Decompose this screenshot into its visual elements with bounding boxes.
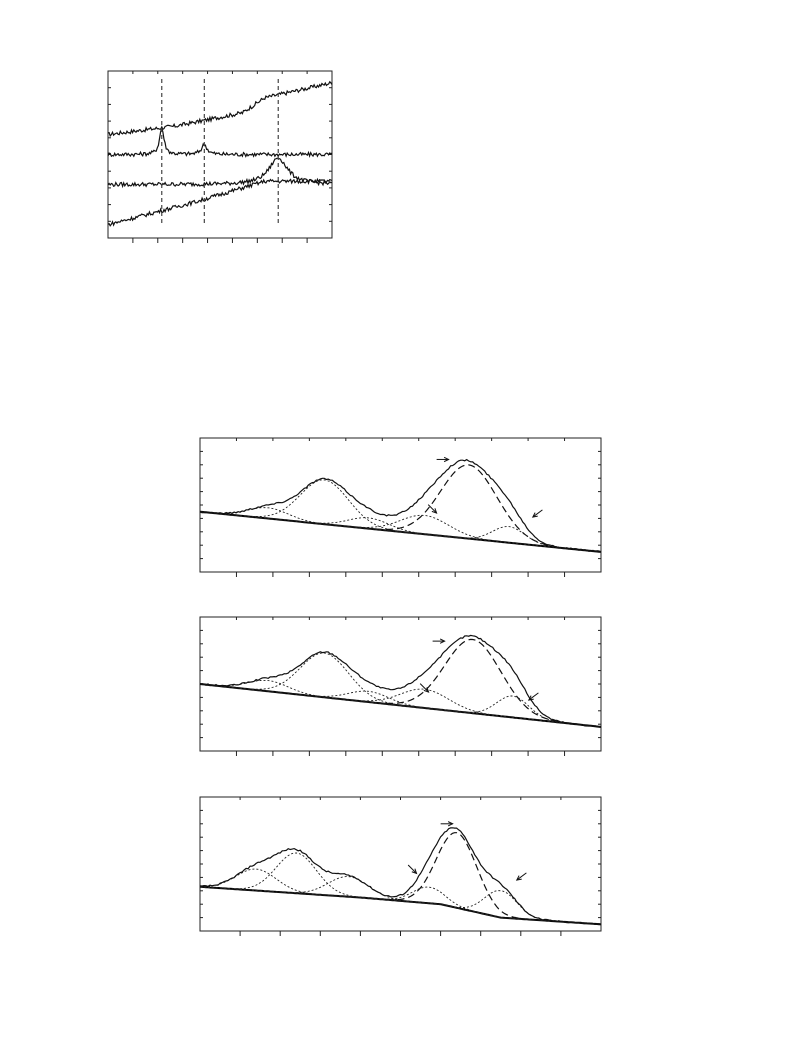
chart-4-axes (199, 796, 602, 936)
plot-frame (199, 437, 602, 573)
component-peak-2 (199, 852, 602, 925)
spectrum-series-1 (107, 80, 333, 138)
chart-3-series (199, 634, 602, 728)
peak-arrow (516, 872, 527, 881)
component-peak-1 (200, 868, 602, 925)
component-peak-5 (199, 638, 602, 728)
peak-arrowhead (447, 821, 454, 827)
component-peak-6 (199, 511, 602, 553)
chart-1-series (107, 80, 333, 227)
peak-arrowhead (527, 695, 534, 701)
spectrum-series-2 (107, 125, 333, 158)
chart-4-series (199, 821, 602, 926)
chart-2-series (199, 456, 602, 553)
peak-arrow (532, 509, 543, 518)
peak-arrowhead (443, 456, 450, 463)
peak-arrowhead (431, 508, 438, 514)
plot-frame (199, 796, 602, 932)
peak-arrow (528, 692, 539, 701)
measured-envelope (199, 634, 602, 728)
spectrum-series-3 (107, 157, 333, 189)
plot-frame (199, 616, 602, 752)
peak-arrow (407, 864, 417, 874)
peak-arrow (427, 504, 437, 514)
peak-arrowhead (531, 512, 538, 518)
chart-3-axes (199, 616, 602, 756)
measured-envelope (199, 827, 602, 926)
component-peak-5 (199, 464, 602, 553)
peak-arrow (419, 683, 429, 693)
measured-envelope (199, 458, 602, 553)
chart-1-axes (107, 70, 333, 243)
peak-arrowhead (411, 868, 418, 875)
chart-2-axes (199, 437, 602, 577)
peak-arrowhead (515, 875, 522, 881)
spectrum-series-4 (107, 177, 333, 227)
component-peak-5 (199, 832, 602, 925)
peak-arrowhead (439, 638, 446, 644)
peak-arrowhead (423, 687, 430, 693)
component-peak-6 (199, 683, 602, 728)
